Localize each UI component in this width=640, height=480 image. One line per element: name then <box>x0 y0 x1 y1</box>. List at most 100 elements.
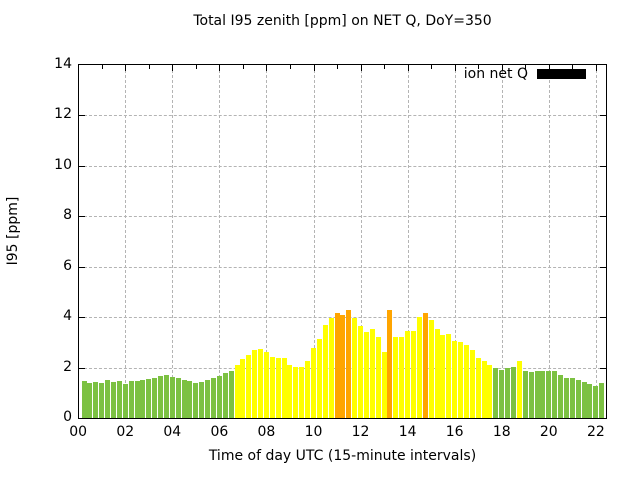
bar-12:00 <box>358 325 364 418</box>
tick-mark <box>172 65 173 71</box>
gridline-vertical <box>501 65 503 418</box>
bar-05:30 <box>205 380 211 418</box>
bar-09:00 <box>287 364 293 418</box>
x-tick-label-00: 00 <box>69 424 88 440</box>
bar-22:00 <box>593 385 599 418</box>
bar-18:30 <box>511 366 516 418</box>
bar-10:00 <box>311 347 316 418</box>
bar-14:30 <box>416 316 422 418</box>
bar-05:00 <box>193 382 199 418</box>
gridline-horizontal <box>79 266 606 268</box>
x-tick-label-14: 14 <box>398 424 417 440</box>
gridline-horizontal <box>79 165 606 167</box>
tick-mark <box>455 65 456 71</box>
tick-mark <box>600 166 606 167</box>
bar-21:15 <box>575 379 581 418</box>
bar-07:00 <box>240 358 246 418</box>
bar-15:30 <box>440 334 446 418</box>
bar-20:15 <box>552 370 558 418</box>
tick-mark <box>79 368 85 369</box>
gridline-vertical <box>172 65 174 418</box>
gridline-vertical <box>313 65 315 418</box>
tick-mark <box>600 368 606 369</box>
bar-05:45 <box>210 378 216 418</box>
legend-label: ion net Q <box>463 66 528 82</box>
bar-21:00 <box>569 378 575 418</box>
bar-18:45 <box>516 361 522 418</box>
bar-14:15 <box>411 331 416 418</box>
bar-06:30 <box>228 371 234 418</box>
bar-20:45 <box>563 377 569 418</box>
bar-19:15 <box>528 372 534 418</box>
bar-02:45 <box>140 379 146 418</box>
y-tick-label-2: 2 <box>63 358 72 375</box>
bar-01:00 <box>99 382 105 418</box>
legend: ion net Q <box>464 66 586 82</box>
bar-03:30 <box>158 376 164 418</box>
x-tick-label-10: 10 <box>304 424 323 440</box>
chart-title: Total I95 zenith [ppm] on NET Q, DoY=350 <box>193 13 492 29</box>
bar-13:45 <box>399 336 405 418</box>
bar-01:45 <box>116 381 122 418</box>
bar-15:15 <box>434 328 440 418</box>
tick-mark <box>337 65 338 69</box>
bar-19:45 <box>540 371 546 418</box>
tick-mark <box>290 65 291 69</box>
bar-10:15 <box>316 339 322 418</box>
bar-13:15 <box>387 309 393 418</box>
tick-mark <box>572 65 573 69</box>
plot-area: ion net Q <box>78 64 607 419</box>
tick-mark <box>79 317 85 318</box>
bar-09:30 <box>299 366 305 418</box>
tick-mark <box>266 65 267 71</box>
x-tick-label-06: 06 <box>210 424 229 440</box>
tick-mark <box>79 216 85 217</box>
bar-00:15 <box>81 381 87 418</box>
bar-17:45 <box>493 368 499 418</box>
bar-13:30 <box>393 336 399 418</box>
bar-04:45 <box>187 381 193 418</box>
bar-08:15 <box>269 356 275 418</box>
gridline-horizontal <box>79 216 606 218</box>
tick-mark <box>549 65 550 71</box>
gridline-vertical <box>125 65 127 418</box>
bar-02:15 <box>128 380 134 418</box>
tick-mark <box>149 65 150 69</box>
bar-20:30 <box>558 375 564 418</box>
y-tick-label-4: 4 <box>63 308 72 325</box>
bar-22:15 <box>599 383 605 418</box>
tick-mark <box>125 65 126 71</box>
legend-swatch <box>537 69 586 79</box>
bar-14:45 <box>422 313 428 418</box>
bar-08:00 <box>263 352 269 418</box>
bar-04:15 <box>175 378 181 418</box>
bar-17:15 <box>481 361 487 418</box>
bar-03:00 <box>146 378 152 418</box>
bar-02:30 <box>134 381 140 418</box>
bar-09:45 <box>305 360 311 418</box>
bar-06:15 <box>222 372 228 418</box>
y-tick-label-6: 6 <box>63 257 72 274</box>
bar-03:45 <box>163 374 169 418</box>
x-tick-label-08: 08 <box>257 424 276 440</box>
bar-00:30 <box>87 382 93 418</box>
bar-19:30 <box>534 371 540 418</box>
bar-13:00 <box>381 352 387 418</box>
x-tick-label-16: 16 <box>445 424 464 440</box>
tick-mark <box>314 65 315 71</box>
bar-10:45 <box>328 318 334 418</box>
x-tick-label-04: 04 <box>163 424 182 440</box>
bar-04:30 <box>181 379 187 418</box>
bar-21:30 <box>581 381 587 418</box>
y-tick-label-10: 10 <box>54 156 72 173</box>
x-axis-label: Time of day UTC (15-minute intervals) <box>208 448 477 464</box>
bar-19:00 <box>522 370 528 418</box>
bar-12:45 <box>375 336 381 418</box>
bar-03:15 <box>152 377 158 418</box>
bar-16:30 <box>463 344 469 418</box>
bar-18:00 <box>499 370 505 418</box>
bar-15:00 <box>428 320 434 418</box>
bar-17:00 <box>475 357 481 418</box>
gridline-vertical <box>407 65 409 418</box>
